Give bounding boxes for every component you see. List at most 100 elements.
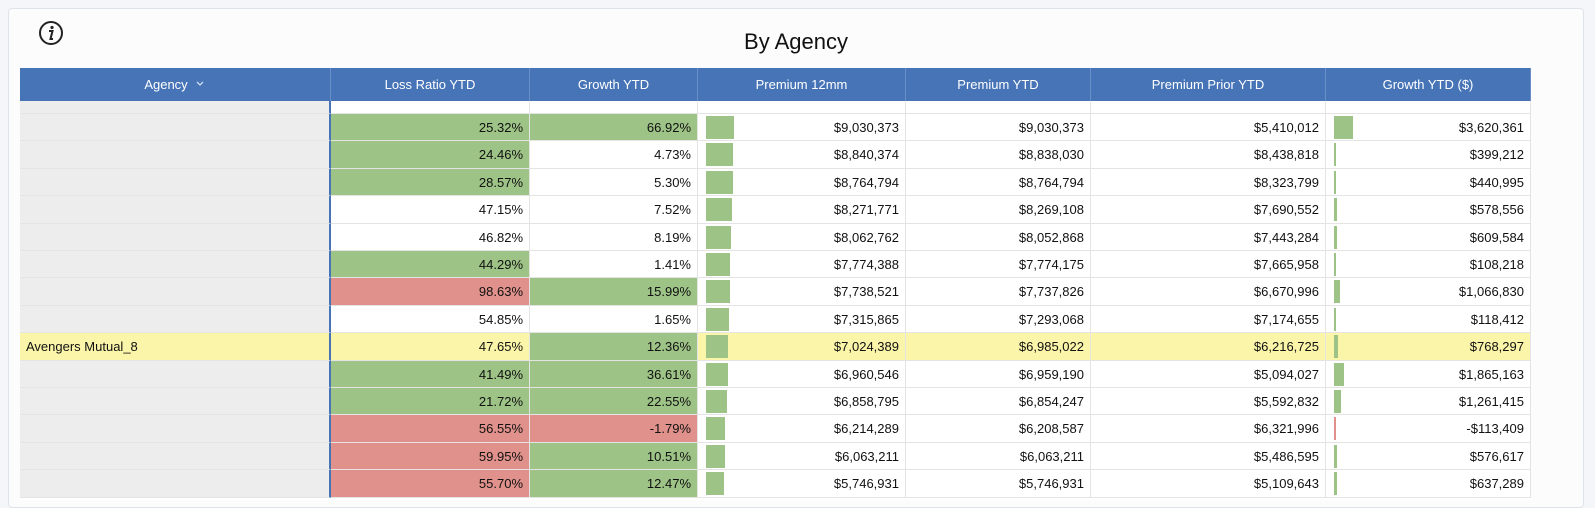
data-cell: $5,746,931 [906,470,1091,498]
column-header[interactable]: Premium 12mm [698,68,906,101]
header-text: Growth YTD [577,77,650,92]
data-cell: $637,289 [1326,470,1531,498]
cell-text: $578,556 [1469,202,1524,218]
data-bar [1334,335,1339,359]
data-cell: $8,764,794 [906,168,1091,197]
data-bar [706,362,728,386]
cell-cutoff [906,101,1091,114]
data-cell: $1,261,415 [1326,388,1531,416]
agency-cell[interactable] [20,470,331,498]
cell-text: $7,774,175 [1018,257,1084,272]
column-header[interactable]: Premium YTD [906,68,1091,101]
header-text: Premium YTD [957,77,1039,92]
data-cell: -$113,409 [1326,415,1531,443]
cell-text: 54.85% [478,311,523,327]
cell-text: $8,838,030 [1018,147,1084,163]
agency-cell[interactable] [20,278,331,306]
info-icon[interactable] [38,20,64,46]
data-bar [1334,472,1338,496]
data-cell: $5,592,832 [1091,388,1326,416]
column-header[interactable]: Growth YTD [530,68,698,101]
data-bar [1334,198,1338,222]
data-cell: 21.72% [331,388,530,416]
data-cell: $399,212 [1326,141,1531,169]
data-bar [706,225,731,249]
agency-cell[interactable] [20,251,331,279]
data-cell: $5,410,012 [1091,114,1326,142]
data-cell: $7,690,552 [1091,196,1326,224]
cell-text: 12.36% [646,339,691,355]
data-cell: 55.70% [331,470,530,498]
agency-cell[interactable] [20,196,331,224]
cell-text: $7,443,284 [1253,229,1319,245]
cell-text: $8,269,108 [1018,202,1084,218]
cell-text: 55.70% [478,476,523,492]
data-cell: $8,323,799 [1091,168,1326,197]
data-cell: $6,214,289 [698,415,906,443]
data-bar [706,307,729,331]
data-cell: 98.63% [331,278,530,306]
data-cell: $5,094,027 [1091,360,1326,388]
data-cell: 25.32% [331,114,530,142]
cell-text: $1,261,415 [1458,394,1524,409]
agency-cell[interactable] [20,360,331,388]
data-bar [1334,362,1344,386]
cell-text: $8,438,818 [1253,147,1319,163]
cell-text: $8,323,799 [1253,174,1319,190]
agency-cell[interactable] [20,168,331,197]
column-header[interactable]: Growth YTD ($) [1326,68,1531,101]
agency-cell[interactable] [20,415,331,443]
cell-text: $108,218 [1469,257,1524,272]
cell-text: $6,063,211 [834,448,899,464]
data-cell: $7,443,284 [1091,223,1326,251]
data-cell: $6,985,022 [906,333,1091,361]
data-cell: $7,665,958 [1091,251,1326,279]
column-header[interactable]: Premium Prior YTD [1091,68,1326,101]
data-cell: 15.99% [530,278,698,306]
cell-text: 24.46% [478,147,523,163]
cell-text: $8,840,374 [833,147,899,163]
agency-cell[interactable] [20,442,331,471]
cell-text: $7,024,389 [833,339,899,355]
cell-cutoff [1326,101,1531,114]
cell-text: $6,063,211 [1019,448,1084,464]
cell-text: 21.72% [478,394,523,409]
data-cell: $9,030,373 [698,114,906,142]
cell-text: $1,066,830 [1458,284,1524,300]
agency-cell[interactable] [20,305,331,334]
cell-text: 36.61% [646,366,691,382]
data-cell: $6,063,211 [698,442,906,471]
agency-cell[interactable] [20,141,331,169]
data-cell: $7,174,655 [1091,305,1326,334]
data-cell: 47.65% [331,333,530,361]
data-cell: $8,838,030 [906,141,1091,169]
cell-text: $6,959,190 [1018,366,1084,382]
data-bar [706,417,726,441]
data-cell: $8,271,771 [698,196,906,224]
cell-text: 44.29% [478,257,523,272]
card: By Agency Agency Loss Ratio YTD Growth YTD… [8,8,1584,508]
data-cell: 5.30% [530,168,698,197]
cell-text: $5,486,595 [1253,448,1319,464]
data-bar [706,390,728,413]
data-bar [1334,307,1336,331]
sort-chevron[interactable] [194,79,206,89]
agency-cell[interactable] [20,114,331,142]
column-header[interactable]: Loss Ratio YTD [331,68,530,101]
column-header[interactable]: Agency [20,68,331,101]
data-cell: 1.41% [530,251,698,279]
cell-text: $7,665,958 [1253,257,1319,272]
cell-text: $609,584 [1469,229,1524,245]
data-cell: $8,052,868 [906,223,1091,251]
data-cell: 28.57% [331,168,530,197]
agency-cell[interactable]: Avengers Mutual_8 [20,333,331,361]
data-cell: -1.79% [530,415,698,443]
agency-cell[interactable] [20,388,331,416]
data-cell: $5,109,643 [1091,470,1326,498]
header-text: Premium 12mm [755,77,848,92]
cell-text: 15.99% [646,284,691,300]
data-cell: $1,066,830 [1326,278,1531,306]
data-cell: $8,062,762 [698,223,906,251]
agency-cell[interactable] [20,223,331,251]
data-cell: $6,670,996 [1091,278,1326,306]
